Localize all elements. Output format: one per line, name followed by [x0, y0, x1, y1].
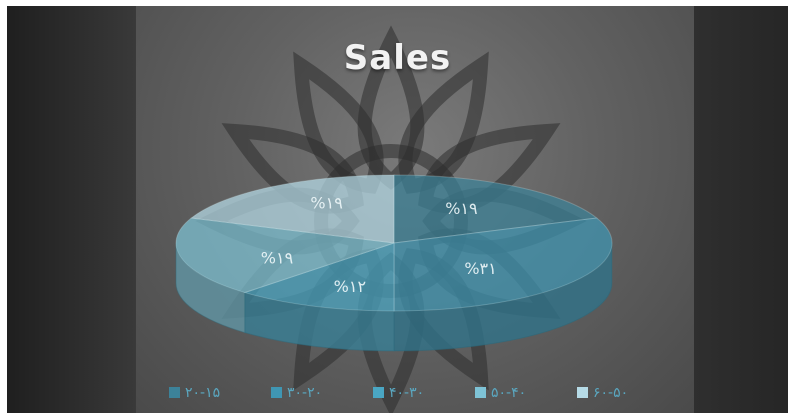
- legend-label: ۵۰-۴۰: [491, 385, 526, 401]
- legend: ۲۰-۱۵ ۳۰-۲۰ ۴۰-۳۰ ۵۰-۴۰ ۶۰-۵۰: [169, 385, 628, 401]
- data-label: %۱۹: [445, 199, 477, 218]
- pie-slice: [393, 217, 613, 312]
- data-label: %۳۱: [464, 259, 496, 278]
- pie-slice: [190, 174, 395, 244]
- pie-chart: %۱۹ %۳۱ %۱۲ %۱۹ %۱۹ ۲۰-۱۵ ۳۰-۲۰ ۴۰-۳۰ ۵۰-۴۰ ۶۰-۵…: [169, 25, 628, 413]
- data-label: %۱۲: [334, 277, 366, 296]
- pie-slice: [243, 242, 395, 312]
- legend-swatch: [475, 387, 486, 398]
- pie-slice: [393, 174, 598, 244]
- legend-swatch: [373, 387, 384, 398]
- legend-swatch: [271, 387, 282, 398]
- pie-top-face: [175, 174, 613, 312]
- pie-side-wall: [175, 242, 613, 352]
- pie-slice-side-shade: [176, 243, 245, 333]
- pie-data-labels: %۱۹ %۳۱ %۱۲ %۱۹ %۱۹: [261, 194, 497, 297]
- pie-slice-side-shade: [394, 243, 612, 351]
- data-label: %۱۹: [261, 248, 293, 267]
- legend-label: ۶۰-۵۰: [593, 385, 628, 401]
- legend-label: ۴۰-۳۰: [389, 385, 424, 401]
- legend-swatch: [169, 387, 180, 398]
- pie-slice-side-shade: [244, 292, 394, 351]
- pie-slice: [175, 217, 395, 294]
- data-label: %۱۹: [310, 194, 342, 213]
- legend-label: ۲۰-۱۵: [185, 385, 220, 401]
- legend-swatch: [577, 387, 588, 398]
- legend-label: ۳۰-۲۰: [287, 385, 322, 401]
- chart-title: Sales: [343, 38, 452, 78]
- chart-area: %۱۹ %۳۱ %۱۲ %۱۹ %۱۹ ۲۰-۱۵ ۳۰-۲۰ ۴۰-۳۰ ۵۰-۴۰ ۶۰-۵…: [7, 6, 788, 413]
